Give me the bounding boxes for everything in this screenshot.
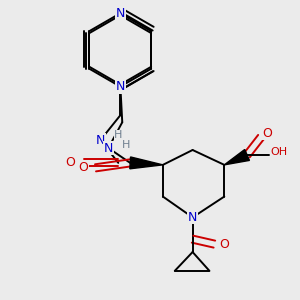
Text: N: N bbox=[104, 142, 113, 154]
Text: O: O bbox=[262, 127, 272, 140]
Text: N: N bbox=[96, 134, 105, 147]
Text: OH: OH bbox=[270, 147, 287, 157]
Text: O: O bbox=[219, 238, 229, 250]
Text: H: H bbox=[122, 140, 130, 150]
Text: H: H bbox=[114, 130, 122, 140]
Polygon shape bbox=[224, 149, 250, 165]
Text: O: O bbox=[65, 156, 75, 170]
Text: N: N bbox=[116, 80, 125, 93]
Text: N: N bbox=[188, 211, 197, 224]
Text: N: N bbox=[116, 7, 125, 20]
Text: O: O bbox=[79, 161, 88, 174]
Polygon shape bbox=[130, 157, 163, 169]
